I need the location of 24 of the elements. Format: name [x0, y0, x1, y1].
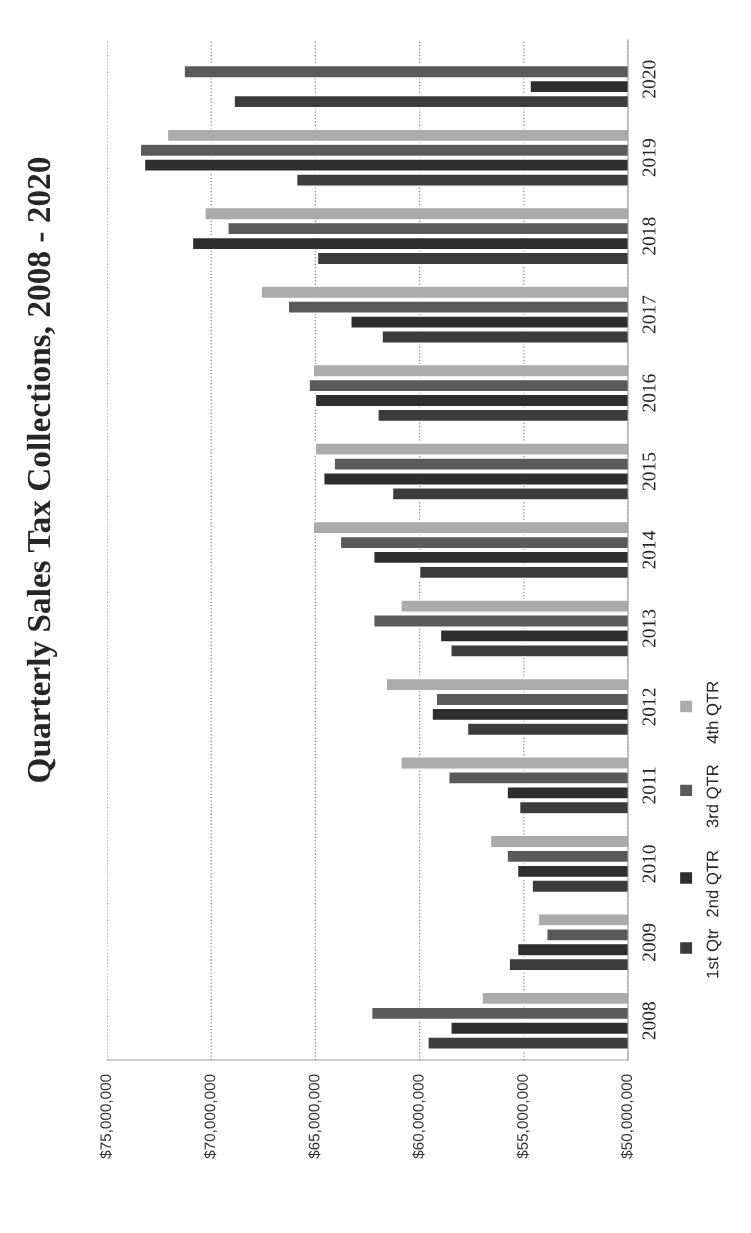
y-tick-label: 2014: [642, 530, 656, 569]
legend-label: 4th QTR: [706, 681, 722, 744]
legend-label: 1st Qtr: [706, 929, 722, 978]
y-tick-label: 2019: [642, 139, 656, 177]
x-tick-label: $70,000,000: [203, 1074, 218, 1159]
y-tick-label: 2011: [642, 767, 656, 804]
x-tick-label: $50,000,000: [620, 1074, 634, 1159]
y-tick-label: 2009: [642, 923, 656, 961]
y-tick-label: 2018: [642, 217, 656, 255]
x-tick-label: $55,000,000: [516, 1074, 530, 1159]
y-tick-label: 2016: [642, 374, 656, 412]
x-tick-label: $75,000,000: [99, 1074, 113, 1159]
y-tick-label: 2012: [642, 688, 656, 726]
y-tick-label: 2013: [642, 609, 656, 648]
y-tick-label: 2008: [642, 1002, 656, 1040]
y-tick-label: 2020: [642, 60, 656, 98]
x-tick-label: $65,000,000: [308, 1074, 322, 1159]
x-tick-label: $60,000,000: [412, 1074, 426, 1159]
y-tick-label: 2015: [642, 452, 656, 491]
y-tick-label: 2017: [642, 295, 656, 334]
y-tick-label: 2010: [642, 845, 656, 883]
legend-label: 2nd QTR: [706, 850, 722, 917]
text: Quarterly Sales Tax Collections, 2008 - 2020: [26, 157, 58, 782]
legend-label: 3rd QTR: [706, 764, 722, 828]
